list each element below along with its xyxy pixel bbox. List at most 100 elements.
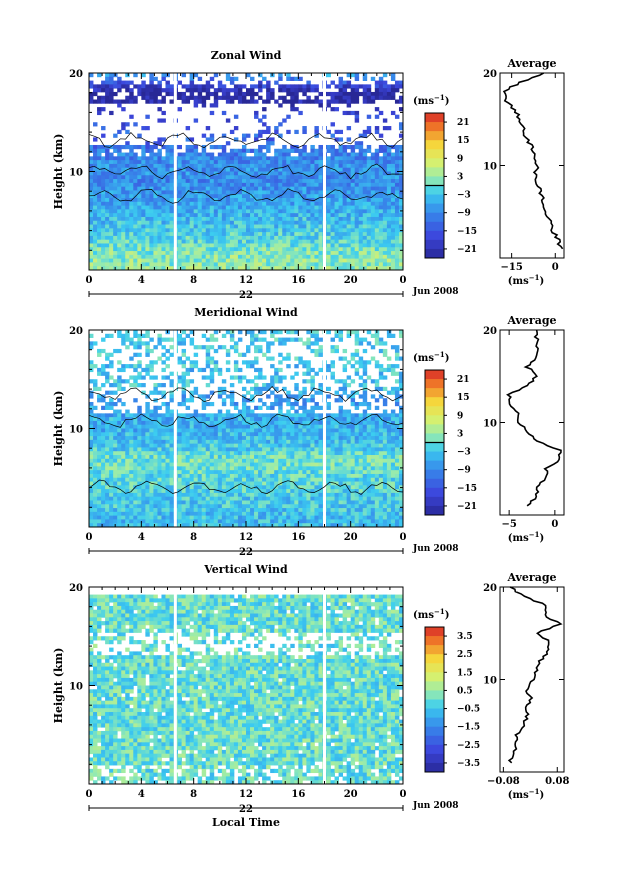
heatmap-cell [262, 129, 267, 135]
heatmap-cell [250, 156, 255, 161]
heatmap-cell [354, 413, 360, 418]
heatmap-cell [318, 235, 323, 241]
heatmap-cell [370, 254, 376, 260]
heatmap-cell [378, 439, 384, 445]
heatmap-cell [274, 247, 279, 252]
heatmap-cell [213, 220, 219, 225]
heatmap-cell [205, 247, 211, 252]
heatmap-cell [306, 360, 311, 365]
heatmap-cell [145, 232, 150, 237]
heatmap-cell [282, 201, 287, 206]
heatmap-cell [282, 99, 287, 104]
heatmap-cell [145, 367, 150, 373]
heatmap-cell [390, 232, 396, 237]
heatmap-cell [237, 258, 243, 263]
heatmap-cell [370, 186, 376, 191]
heatmap-cell [209, 91, 215, 97]
colorbar-swatch [425, 176, 444, 186]
heatmap-cell [201, 167, 207, 172]
heatmap-cell [298, 451, 303, 456]
heatmap-cell [314, 401, 319, 407]
heatmap-cell [318, 383, 323, 388]
heatmap-cell [181, 156, 187, 161]
heatmap-cell [141, 209, 146, 214]
heatmap-cell [350, 379, 356, 384]
heatmap-cell [342, 99, 348, 104]
heatmap-cell [250, 220, 255, 225]
heatmap-cell [121, 201, 126, 206]
heatmap-cell [278, 451, 283, 456]
heatmap-cell [105, 232, 110, 237]
heatmap-cell [258, 129, 263, 135]
heatmap-cell [237, 243, 243, 248]
heatmap-cell [125, 243, 130, 248]
heatmap-cell [209, 413, 215, 418]
heatmap-cell [169, 251, 174, 256]
heatmap-cell [165, 175, 170, 180]
heatmap-cell [350, 239, 356, 244]
heatmap-cell [177, 462, 182, 467]
heatmap-cell [318, 432, 323, 437]
heatmap-cell [113, 167, 118, 172]
heatmap-cell [290, 235, 295, 241]
heatmap-cell [177, 439, 182, 445]
heatmap-cell [97, 99, 102, 104]
heatmap-cell [326, 451, 331, 456]
heatmap-cell [213, 420, 219, 426]
heatmap-cell [394, 114, 400, 119]
heatmap-cell [334, 84, 339, 89]
heatmap-cell [241, 239, 247, 244]
heatmap-cell [282, 417, 287, 422]
heatmap-cell [205, 209, 211, 214]
heatmap-cell [258, 205, 263, 210]
heatmap-cell [334, 432, 339, 437]
heatmap-cell [266, 447, 271, 452]
heatmap-cell [382, 167, 388, 172]
heatmap-cell [177, 239, 182, 244]
heatmap-cell [382, 367, 388, 373]
heatmap-cell [310, 84, 315, 89]
heatmap-cell [246, 409, 251, 414]
heatmap-cell [290, 91, 295, 97]
heatmap-cell [398, 420, 404, 426]
heatmap-cell [177, 194, 182, 199]
heatmap-cell [342, 383, 348, 388]
heatmap-cell [165, 247, 170, 252]
heatmap-cell [157, 266, 162, 271]
heatmap-cell [129, 205, 134, 210]
heatmap-cell [133, 251, 138, 256]
heatmap-cell [274, 413, 279, 418]
heatmap-cell [302, 398, 307, 403]
heatmap-cell [370, 152, 376, 157]
heatmap-cell [201, 432, 207, 437]
heatmap-cell [181, 84, 187, 89]
heatmap-cell [113, 443, 118, 448]
heatmap-cell [282, 179, 287, 184]
heatmap-cell [177, 201, 182, 206]
heatmap-cell [153, 190, 158, 195]
heatmap-cell [250, 432, 255, 437]
heatmap-cell [346, 160, 352, 165]
heatmap-cell [274, 428, 279, 433]
heatmap-cell [161, 190, 166, 195]
heatmap-cell [201, 88, 207, 93]
heatmap-cell [137, 84, 142, 89]
heatmap-cell [193, 118, 199, 123]
heatmap-cell [358, 443, 364, 448]
heatmap-cell [157, 390, 162, 395]
heatmap-cell [378, 455, 384, 460]
heatmap-cell [306, 364, 311, 369]
heatmap-cell [109, 451, 114, 456]
heatmap-cell [113, 228, 118, 233]
heatmap-cell [262, 107, 267, 112]
heatmap-cell [354, 171, 360, 176]
heatmap-cell [306, 254, 311, 260]
profile-y-tick-label: 10 [483, 162, 497, 173]
heatmap-cell [149, 80, 154, 85]
heatmap-cell [382, 447, 388, 452]
heatmap-cell [197, 258, 203, 263]
heatmap-cell [145, 447, 150, 452]
heatmap-cell [298, 190, 303, 195]
heatmap-cell [221, 232, 227, 237]
heatmap-cell [306, 398, 311, 403]
